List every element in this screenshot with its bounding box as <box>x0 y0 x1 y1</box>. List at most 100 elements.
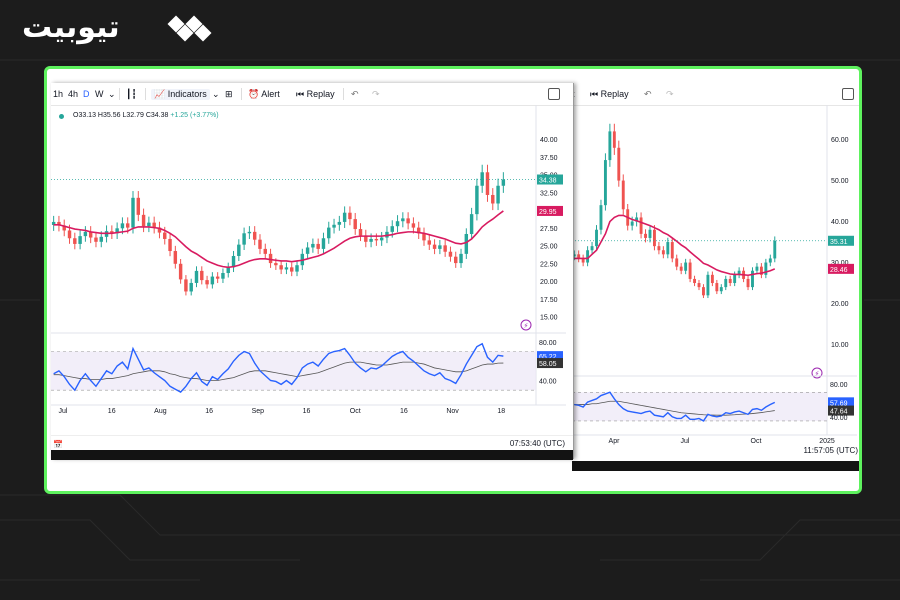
candle-body <box>448 251 453 257</box>
x-tick-label: 16 <box>400 408 408 415</box>
candle-body <box>693 278 697 284</box>
candle-body <box>459 253 463 264</box>
replay-button[interactable]: ⏮ Replay <box>296 89 335 99</box>
x-tick-label: Aug <box>154 408 167 415</box>
moving-average-line <box>574 214 776 277</box>
last-price-label: 35.31 <box>830 239 848 246</box>
candle-body <box>78 236 82 244</box>
candle-body <box>295 265 299 272</box>
back-undo-icon[interactable]: ↶ <box>644 89 652 99</box>
back-time-label: 11:57:05 (UTC) <box>803 446 858 455</box>
candle-body <box>590 246 594 251</box>
market-status-dot <box>59 114 64 119</box>
y-tick-label: 37.50 <box>540 155 558 162</box>
candle-body <box>416 227 421 234</box>
back-status-row: 11:57:05 (UTC) <box>572 443 859 459</box>
candle-body <box>469 214 474 234</box>
layout-grid-icon[interactable]: ⊞ <box>225 89 233 99</box>
interval-1h[interactable]: 1h <box>53 89 64 99</box>
x-tick-label: Oct <box>350 408 361 415</box>
rsi-band <box>572 392 827 421</box>
x-tick-label: Jul <box>681 438 690 445</box>
rsi-tick-label: 40.00 <box>539 379 557 386</box>
interval-d[interactable]: D <box>83 89 90 99</box>
legend-low: L32.79 <box>122 112 144 119</box>
candle-body <box>764 262 768 275</box>
candle-body <box>737 270 741 275</box>
candle-body <box>599 205 603 230</box>
candle-body <box>110 231 114 234</box>
candle-body <box>374 238 379 241</box>
candle-body <box>612 131 616 148</box>
candle-body <box>88 231 93 238</box>
rsi-ma-line <box>53 361 504 381</box>
candle-body <box>364 235 368 242</box>
y-tick-label: 25.00 <box>540 244 558 251</box>
lightning-icon <box>811 367 823 379</box>
x-tick-label: 2025 <box>819 438 835 445</box>
y-tick-label: 17.50 <box>540 297 558 304</box>
interval-w[interactable]: W <box>95 89 104 99</box>
candle-body <box>163 232 167 239</box>
candle-body <box>679 266 683 271</box>
candle-body <box>406 218 410 224</box>
last-price-tag <box>537 174 563 185</box>
candle-type-icon[interactable]: ┃┇ <box>126 89 137 99</box>
candle-body <box>728 278 732 284</box>
rsi-ma-value-label-tag <box>537 358 563 369</box>
candle-body <box>226 267 230 274</box>
candle-body <box>485 172 490 195</box>
alert-button[interactable]: ⏰ Alert <box>248 89 280 99</box>
goto-date-icon[interactable]: 📅 <box>53 440 63 449</box>
candle-body <box>644 233 647 238</box>
candle-body <box>464 233 469 254</box>
y-tick-label: 10.00 <box>831 342 849 349</box>
candle-body <box>125 223 130 228</box>
candle-body <box>173 251 178 264</box>
back-redo-icon[interactable]: ↷ <box>666 89 674 99</box>
rsi-value-label: 65.22 <box>539 354 557 361</box>
rsi-ma-value-label-tag <box>828 405 854 416</box>
y-tick-label: 40.00 <box>831 219 849 226</box>
candle-body <box>157 227 162 233</box>
candle-body <box>572 254 576 257</box>
redo-icon[interactable]: ↷ <box>372 89 380 99</box>
interval-4h[interactable]: 4h <box>68 89 79 99</box>
candle-body <box>670 242 674 259</box>
x-tick-label: 16 <box>205 408 213 415</box>
candle-body <box>327 227 331 239</box>
fullscreen-checkbox[interactable] <box>548 88 560 100</box>
candle-body <box>242 233 246 245</box>
indicators-button[interactable]: 📈 Indicators <box>151 89 210 100</box>
candle-body <box>231 255 236 268</box>
candle-body <box>353 219 357 230</box>
candle-body <box>184 279 188 292</box>
candle-body <box>284 267 289 270</box>
candle-body <box>586 250 590 263</box>
candle-body <box>432 244 437 249</box>
candle-body <box>759 266 763 275</box>
rsi-line <box>53 342 504 393</box>
x-tick-label: 16 <box>303 408 311 415</box>
candle-body <box>141 214 146 227</box>
toolbar-divider <box>343 88 344 100</box>
candle-body <box>684 262 688 271</box>
candle-body <box>755 266 759 271</box>
toolbar-divider <box>145 88 146 100</box>
candle-body <box>279 265 283 270</box>
undo-icon[interactable]: ↶ <box>351 89 359 99</box>
indicators-dropdown-icon[interactable]: ⌄ <box>212 89 220 99</box>
back-replay-button[interactable]: ⏮ Replay <box>590 89 629 99</box>
candle-body <box>608 131 612 161</box>
candle-body <box>210 276 215 285</box>
candle-body <box>205 280 209 285</box>
candle-body <box>221 273 225 279</box>
candle-body <box>675 258 679 267</box>
candle-body <box>621 180 625 210</box>
interval-dropdown-icon[interactable]: ⌄ <box>108 89 116 99</box>
back-fullscreen-checkbox[interactable] <box>842 88 854 100</box>
alert-clock-icon: ⏰ <box>248 89 260 99</box>
ma-price-tag <box>828 263 854 274</box>
candle-body <box>496 185 500 204</box>
front-chart-window: 1h 4h D W ⌄ ┃┇ 📈 Indicators ⌄ ⊞ ⏰ Alert … <box>51 83 574 460</box>
